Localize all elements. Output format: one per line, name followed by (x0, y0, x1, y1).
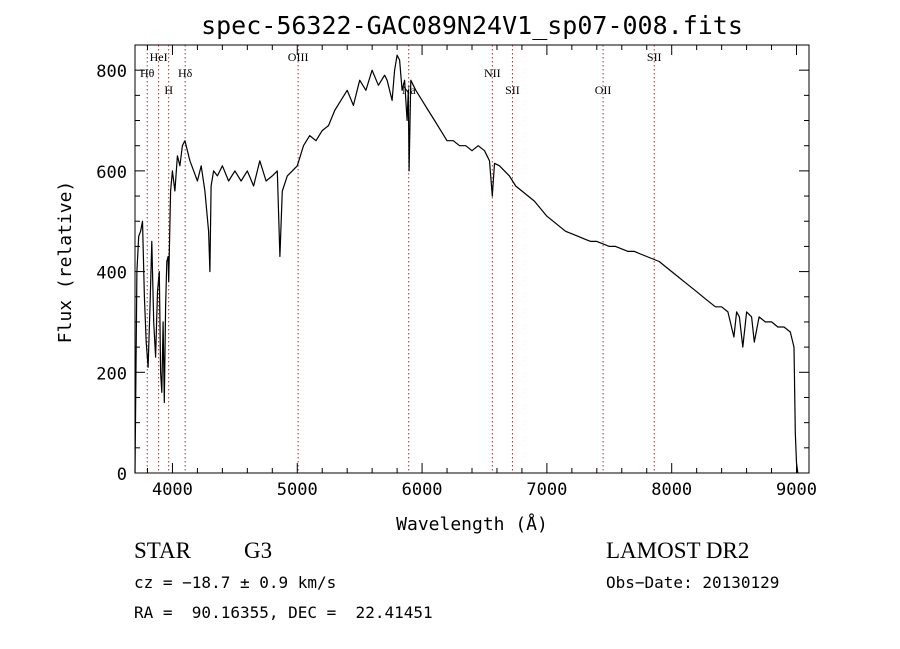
x-tick-label-3: 7000 (526, 480, 567, 500)
line-marker-label-9: SII (647, 50, 662, 64)
line-marker-label-7: SII (505, 83, 520, 97)
y-axis-label: Flux (relative) (55, 181, 76, 344)
axis-ticks: 4000 5000 6000 7000 8000 9000 0 200 400 600 800 (96, 44, 817, 500)
survey-name: LAMOST DR2 (606, 538, 750, 563)
x-tick-label-5: 9000 (776, 480, 817, 500)
line-marker-label-4: OIII (288, 50, 309, 64)
line-marker-label-3: Hδ (178, 66, 193, 80)
line-marker-label-0: Hθ (140, 66, 155, 80)
line-marker-label-1: HeI (150, 50, 168, 64)
coordinates: RA = 90.16355, DEC = 22.41451 (134, 603, 433, 622)
redshift-value: cz = −18.7 ± 0.9 km/s (134, 573, 337, 592)
x-tick-label-1: 5000 (277, 480, 318, 500)
series-layer (134, 54, 799, 474)
y-tick-label-3: 600 (96, 163, 127, 183)
line-marker-label-8: OII (595, 83, 612, 97)
x-tick-label-4: 8000 (651, 480, 692, 500)
x-tick-label-2: 6000 (402, 480, 443, 500)
spectrum-line-0 (134, 54, 799, 474)
line-marker-label-2: H (164, 83, 173, 97)
object-subclass: G3 (244, 538, 273, 563)
y-tick-label-0: 0 (117, 465, 127, 485)
y-tick-label-4: 800 (96, 62, 127, 82)
chart-title: spec-56322-GAC089N24V1_sp07-008.fits (201, 11, 743, 40)
object-class: STAR (134, 538, 191, 563)
observation-date: Obs−Date: 20130129 (606, 573, 780, 592)
x-tick-label-0: 4000 (152, 480, 193, 500)
plot-frame (134, 44, 810, 474)
x-axis-label: Wavelength (Å) (396, 513, 548, 535)
y-tick-label-1: 200 (96, 364, 127, 384)
y-tick-label-2: 400 (96, 264, 127, 284)
line-marker-label-6: NII (484, 66, 501, 80)
